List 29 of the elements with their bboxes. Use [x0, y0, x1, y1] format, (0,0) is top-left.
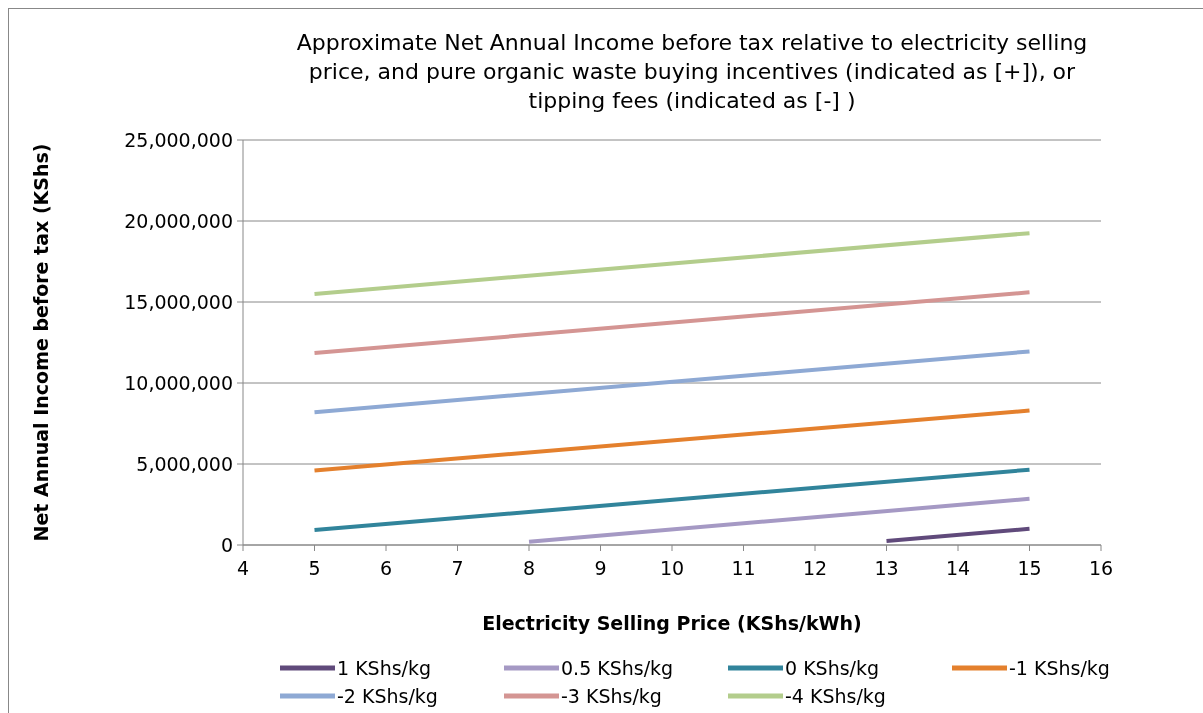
- x-tick-label: 11: [731, 557, 756, 579]
- x-tick-label: 8: [522, 557, 536, 579]
- y-tick-label: 0: [220, 534, 233, 556]
- x-axis-title: Electricity Selling Price (KShs/kWh): [482, 612, 862, 634]
- chart-title: Approximate Net Annual Income before tax relative to electricity selling price, and pure organic waste buying incentives (indicated as [+]), or tipping fees (indicated as [-] ): [296, 30, 1088, 113]
- x-tick-label: 13: [874, 557, 899, 579]
- y-tick-label: 25,000,000: [124, 129, 233, 151]
- legend-label: -2 KShs/kg: [337, 685, 438, 707]
- x-tick-label: 6: [379, 557, 393, 579]
- x-tick-label: 14: [945, 557, 971, 579]
- x-tick-label: 16: [1088, 557, 1114, 579]
- x-tick-label: 5: [308, 557, 321, 579]
- legend-label: -4 KShs/kg: [785, 685, 886, 707]
- y-tick-label: 20,000,000: [124, 210, 233, 232]
- y-tick-label: 10,000,000: [124, 372, 233, 394]
- y-tick-label: 15,000,000: [124, 291, 233, 313]
- x-tick-label: 7: [451, 557, 464, 579]
- legend-label: -1 KShs/kg: [1009, 657, 1110, 679]
- x-tick-label: 4: [236, 557, 250, 579]
- x-tick-label: 10: [659, 557, 685, 579]
- y-axis-title: Net Annual Income before tax (KShs): [30, 143, 52, 542]
- x-tick-label: 9: [594, 557, 607, 579]
- x-tick-label: 12: [802, 557, 828, 579]
- legend-label: 0 KShs/kg: [785, 657, 880, 679]
- y-tick-label: 5,000,000: [136, 453, 233, 475]
- x-tick-label: 15: [1017, 557, 1042, 579]
- legend-label: -3 KShs/kg: [561, 685, 662, 707]
- legend-label: 0.5 KShs/kg: [561, 657, 674, 679]
- legend-label: 1 KShs/kg: [337, 657, 432, 679]
